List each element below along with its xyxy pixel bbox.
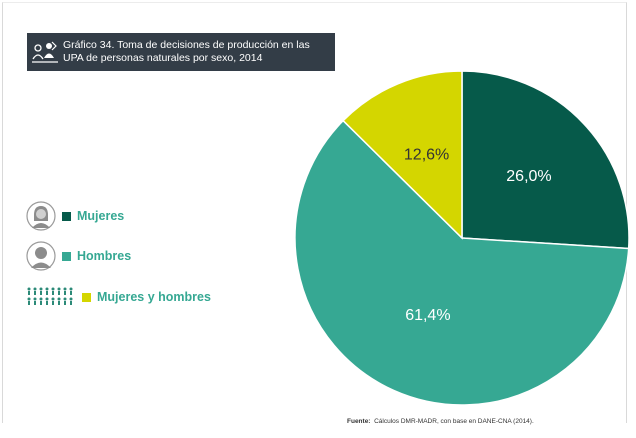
slice-label-mujeres: 26,0% <box>506 168 551 185</box>
pie-slice-hombres <box>294 119 630 406</box>
legend-item-hombres: Hombres <box>26 241 131 271</box>
source-prefix: Fuente: <box>347 418 371 425</box>
chart-title-box: Gráfico 34. Toma de decisiones de produc… <box>27 33 335 71</box>
legend-item-mujeres: Mujeres <box>26 201 124 231</box>
chart-title: Gráfico 34. Toma de decisiones de produc… <box>63 39 316 65</box>
slice-label-hombres: 61,4% <box>405 307 450 324</box>
legend-label-mujeres: Mujeres <box>77 209 125 223</box>
legend-item-mujeres-y-hombres: Mujeres y hombres <box>26 286 211 308</box>
pie-slice-mujeres-y-hombres <box>342 70 463 240</box>
pie-slice-mujeres <box>461 70 630 250</box>
legend-swatch-hombres <box>62 251 71 261</box>
legend-swatch-mujeres <box>62 211 71 221</box>
woman-avatar-icon <box>26 201 56 231</box>
legend-label-mujeres-y-hombres: Mujeres y hombres <box>97 290 211 304</box>
slice-label-mujeres-y-hombres: 12,6% <box>404 146 449 163</box>
man-avatar-icon <box>26 241 56 271</box>
people-chart-icon <box>27 33 63 71</box>
chart-title-line-1: Gráfico 34. Toma de decisiones de produc… <box>63 39 310 51</box>
source-text: Cálculos DMR-MADR, con base en DANE-CNA … <box>374 418 534 425</box>
crowd-icon <box>27 287 73 305</box>
legend-label-hombres: Hombres <box>77 249 132 263</box>
chart-title-line-2: UPA de personas naturales por sexo, 2014 <box>63 52 263 64</box>
legend-swatch-mujeres-y-hombres <box>82 292 91 302</box>
source-note: Fuente: Cálculos DMR-MADR, con base en D… <box>347 418 534 425</box>
